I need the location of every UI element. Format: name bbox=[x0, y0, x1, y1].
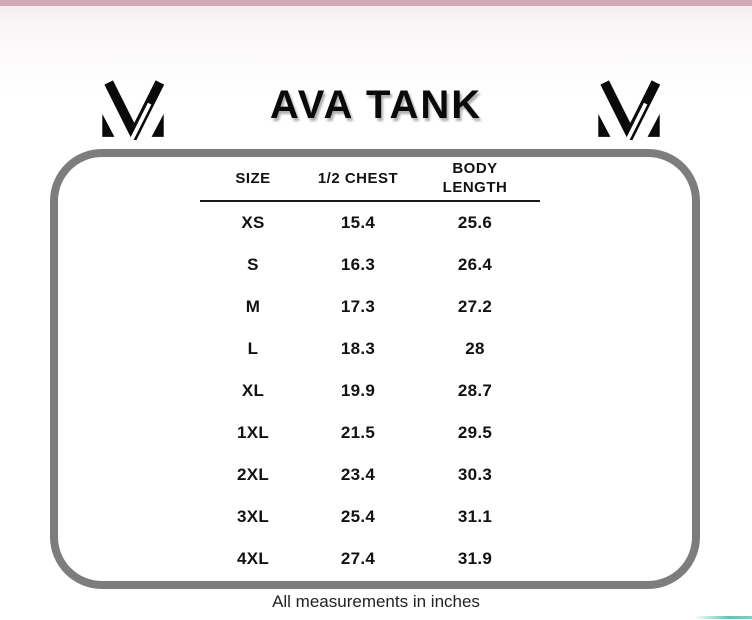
cell-body-length: 28.7 bbox=[457, 381, 493, 400]
cell-body-length: 31.9 bbox=[457, 549, 493, 568]
page-title: AVA TANK bbox=[269, 83, 483, 127]
cell-size: L bbox=[247, 339, 259, 358]
table-body: XS 15.4 25.6 S 16.3 26.4 M 17.3 27.2 L 1… bbox=[200, 202, 540, 580]
cell-body-length: 30.3 bbox=[457, 465, 493, 484]
cell-half-chest: 17.3 bbox=[340, 297, 376, 316]
cell-body-length: 26.4 bbox=[457, 255, 493, 274]
cell-body-length: 25.6 bbox=[457, 213, 493, 232]
measurements-footnote: All measurements in inches bbox=[272, 592, 480, 611]
cell-half-chest: 27.4 bbox=[340, 549, 376, 568]
table-row: 4XL 27.4 31.9 bbox=[200, 538, 540, 580]
cell-size: 2XL bbox=[236, 465, 270, 484]
cell-half-chest: 16.3 bbox=[340, 255, 376, 274]
cell-size: XS bbox=[241, 213, 265, 232]
table-row: 3XL 25.4 31.1 bbox=[200, 496, 540, 538]
cell-size: 4XL bbox=[236, 549, 270, 568]
cell-body-length: 31.1 bbox=[457, 507, 493, 526]
cell-size: 3XL bbox=[236, 507, 270, 526]
cell-size: XL bbox=[241, 381, 265, 400]
table-row: 2XL 23.4 30.3 bbox=[200, 454, 540, 496]
brand-m-logo-icon bbox=[101, 80, 165, 145]
table-header-row: SIZE 1/2 CHEST BODY LENGTH bbox=[200, 158, 540, 202]
top-accent-bar bbox=[0, 0, 752, 6]
table-row: L 18.3 28 bbox=[200, 328, 540, 370]
size-table: SIZE 1/2 CHEST BODY LENGTH XS 15.4 25.6 … bbox=[200, 158, 540, 580]
cell-half-chest: 19.9 bbox=[340, 381, 376, 400]
table-row: M 17.3 27.2 bbox=[200, 286, 540, 328]
brand-m-logo-icon bbox=[597, 80, 661, 145]
bottom-right-teal-accent bbox=[694, 616, 752, 619]
cell-half-chest: 21.5 bbox=[340, 423, 376, 442]
table-row: XL 19.9 28.7 bbox=[200, 370, 540, 412]
cell-size: 1XL bbox=[236, 423, 270, 442]
column-header-half-chest: 1/2 CHEST bbox=[317, 169, 399, 187]
table-row: S 16.3 26.4 bbox=[200, 244, 540, 286]
cell-half-chest: 25.4 bbox=[340, 507, 376, 526]
cell-half-chest: 18.3 bbox=[340, 339, 376, 358]
column-header-size: SIZE bbox=[235, 169, 271, 187]
column-header-body-length: BODY LENGTH bbox=[442, 160, 508, 196]
table-row: XS 15.4 25.6 bbox=[200, 202, 540, 244]
cell-body-length: 29.5 bbox=[457, 423, 493, 442]
cell-half-chest: 23.4 bbox=[340, 465, 376, 484]
cell-body-length: 28 bbox=[465, 339, 485, 358]
size-chart-frame bbox=[50, 149, 700, 589]
cell-size: S bbox=[247, 255, 259, 274]
cell-size: M bbox=[245, 297, 261, 316]
table-row: 1XL 21.5 29.5 bbox=[200, 412, 540, 454]
cell-half-chest: 15.4 bbox=[340, 213, 376, 232]
cell-body-length: 27.2 bbox=[457, 297, 493, 316]
